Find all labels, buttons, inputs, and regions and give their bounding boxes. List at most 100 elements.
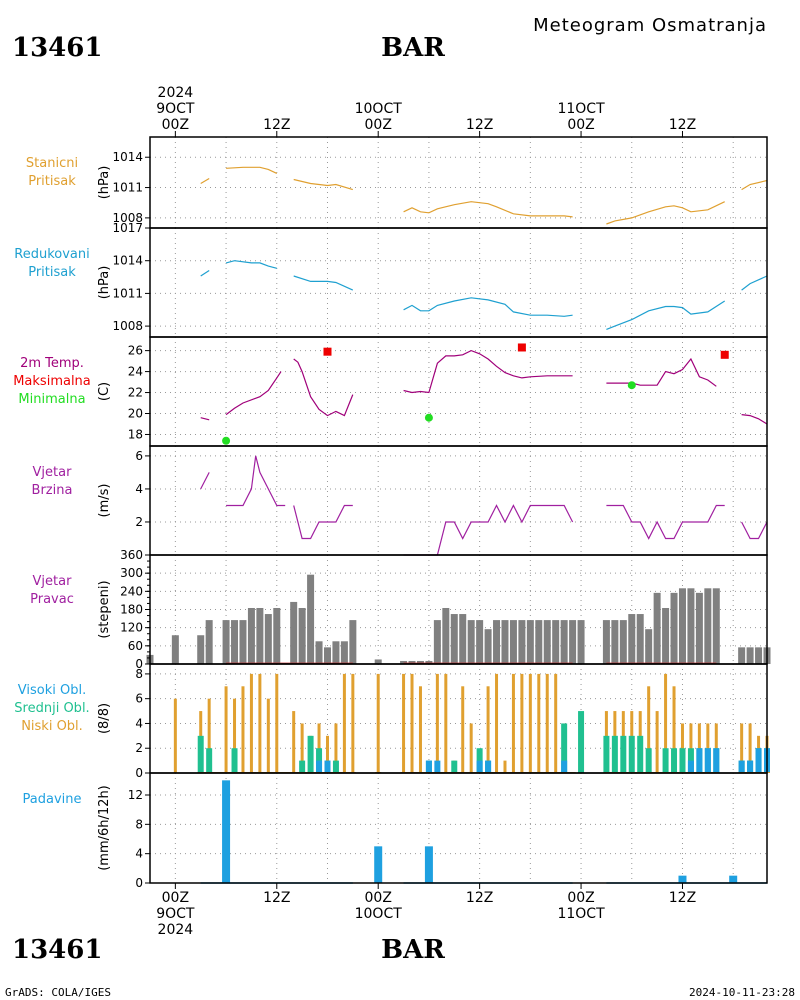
wind-dir-bar: [636, 614, 644, 664]
y-tick-label: 0: [135, 657, 143, 671]
station-name-bottom: BAR: [381, 935, 445, 965]
panel-label: Stanicni: [26, 156, 78, 171]
cloud-low-bar: [241, 686, 245, 773]
wind-dir-bar: [535, 620, 543, 664]
cloud-mid-bar: [645, 748, 652, 773]
cloud-low-bar: [376, 673, 380, 773]
cloud-mid-bar: [671, 748, 678, 773]
panel-label: Pritisak: [28, 174, 76, 189]
x-tick-label-bottom: 00Z: [365, 890, 392, 906]
cloud-low-bar: [672, 686, 676, 773]
y-tick-label: 2: [135, 515, 143, 529]
x-tick-label-bottom: 9OCT: [156, 906, 195, 922]
footer-timestamp: 2024-10-11-23:28: [689, 986, 795, 999]
station-pressure-line: [293, 178, 353, 191]
cloud-low-bar: [740, 723, 744, 773]
wind-dir-bar: [484, 629, 492, 664]
panel-label: Niski Obl.: [21, 719, 83, 734]
y-tick-label: 360: [120, 548, 143, 562]
precip-bar: [729, 875, 738, 883]
cloud-mid-bar: [451, 760, 458, 773]
y-axis-unit: (mm/6h/12h): [97, 785, 112, 871]
y-tick-label: 26: [128, 344, 143, 358]
y-tick-label: 20: [128, 407, 143, 421]
wind-dir-bar: [205, 620, 213, 664]
cloud-low-bar: [342, 673, 346, 773]
panel-frame-precip: [149, 772, 768, 884]
cloud-mid-bar: [561, 723, 568, 773]
station-name-top: BAR: [381, 33, 445, 63]
y-tick-label: 1011: [112, 181, 143, 195]
wind-dir-bar: [518, 620, 526, 664]
wind-dir-bar: [611, 620, 619, 664]
reduced-pressure-line: [293, 275, 354, 291]
wind-dir-bar: [619, 620, 627, 664]
wind-dir-bar: [569, 620, 577, 664]
wind-dir-bar: [746, 647, 754, 664]
wind-dir-bar: [662, 607, 670, 664]
wind-speed-line: [403, 504, 574, 556]
precip-bar: [678, 875, 687, 883]
cloud-low-bar: [537, 673, 541, 773]
wind-dir-bar: [374, 659, 382, 664]
x-tick-label-top: 12Z: [466, 117, 493, 133]
x-tick-label-bottom: 12Z: [669, 890, 696, 906]
temperature-line: [403, 349, 573, 394]
wind-dir-bar: [653, 592, 661, 664]
cloud-low-bar: [275, 673, 279, 773]
y-tick-label: 2: [135, 741, 143, 755]
wind-dir-bar: [425, 660, 433, 664]
wind-dir-bar: [552, 620, 560, 664]
panel-frame-station_pressure: [149, 136, 768, 229]
panel-label: Pravac: [30, 592, 74, 607]
y-tick-label: 0: [135, 876, 143, 890]
y-tick-label: 1008: [112, 319, 143, 333]
cloud-low-bar: [511, 673, 515, 773]
wind-dir-bar: [349, 620, 357, 664]
wind-dir-bar: [256, 607, 264, 664]
wind-dir-bar: [408, 660, 416, 664]
y-tick-label: 0: [135, 766, 143, 780]
panel-label: Vjetar: [33, 465, 73, 480]
y-tick-label: 60: [128, 639, 143, 653]
cloud-low-bar: [469, 723, 473, 773]
station-pressure-line: [226, 166, 278, 174]
wind-dir-bar: [400, 660, 408, 664]
cloud-mid-bar: [299, 760, 306, 773]
cloud-low-bar: [334, 723, 338, 773]
cloud-high-bar: [696, 748, 703, 773]
cloud-mid-bar: [662, 748, 669, 773]
y-tick-label: 8: [135, 817, 143, 831]
cloud-high-bar: [738, 760, 745, 773]
tmax-marker: [720, 350, 729, 359]
wind-dir-bar: [645, 629, 653, 664]
cloud-low-bar: [325, 735, 329, 773]
cloud-high-bar: [561, 760, 568, 773]
cloud-low-bar: [554, 673, 558, 773]
wind-dir-bar: [712, 588, 720, 664]
cloud-mid-bar: [332, 760, 339, 773]
panel-label: Redukovani: [14, 247, 89, 262]
panel-label: Brzina: [32, 483, 73, 498]
cloud-high-bar: [687, 760, 694, 773]
wind-dir-bar: [340, 641, 348, 664]
cloud-low-bar: [410, 673, 414, 773]
y-tick-label: 8: [135, 667, 143, 681]
panel-label: Padavine: [23, 792, 82, 807]
panel-label: Srednji Obl.: [14, 701, 89, 716]
tmax-marker: [323, 347, 332, 356]
x-tick-label-top: 9OCT: [156, 101, 195, 117]
temperature-line: [293, 358, 354, 417]
x-tick-label-top: 11OCT: [557, 101, 605, 117]
wind-dir-bar: [298, 607, 306, 664]
wind-dir-bar: [231, 620, 239, 664]
reduced-pressure-line: [741, 275, 768, 291]
wind-dir-bar: [171, 635, 179, 664]
wind-dir-bar: [755, 647, 763, 664]
tmin-marker: [222, 436, 231, 445]
y-axis-unit: (m/s): [97, 484, 112, 518]
reduced-pressure-line: [606, 300, 726, 330]
wind-dir-bar: [704, 588, 712, 664]
wind-dir-bar: [290, 601, 298, 664]
